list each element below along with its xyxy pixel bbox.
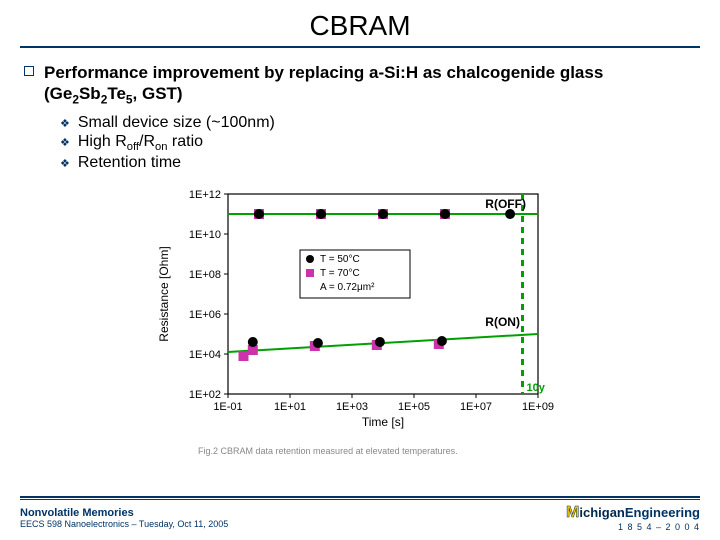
svg-text:1E+03: 1E+03 (336, 401, 368, 413)
svg-text:T = 50°C: T = 50°C (320, 254, 360, 265)
svg-text:1E+09: 1E+09 (522, 401, 554, 413)
svg-text:T = 70°C: T = 70°C (320, 268, 360, 279)
main-bullet: Performance improvement by replacing a-S… (24, 62, 696, 108)
diamond-bullet-icon: ❖ (60, 136, 70, 153)
slide-footer: Nonvolatile Memories EECS 598 Nanoelectr… (0, 496, 720, 540)
svg-text:Resistance [Ohm]: Resistance [Ohm] (157, 246, 171, 341)
retention-chart: 1E+02 1E+04 1E+06 1E+08 1E+10 1E+12 1E-01 1E+01… (150, 180, 570, 460)
svg-text:1E-01: 1E-01 (213, 401, 242, 413)
footer-title: Nonvolatile Memories (20, 507, 228, 519)
sub-bullet: ❖ Small device size (~100nm) (60, 114, 696, 132)
svg-text:1E+10: 1E+10 (189, 229, 221, 241)
chart-container: 1E+02 1E+04 1E+06 1E+08 1E+10 1E+12 1E-01 1E+01… (24, 180, 696, 460)
sub-bullet: ❖ Retention time (60, 154, 696, 172)
footer-rule (20, 496, 700, 498)
slide-body: Performance improvement by replacing a-S… (0, 48, 720, 460)
svg-text:1E+06: 1E+06 (189, 309, 221, 321)
chart-svg: 1E+02 1E+04 1E+06 1E+08 1E+10 1E+12 1E-01 1E+01… (150, 180, 570, 460)
svg-text:1E+12: 1E+12 (189, 189, 221, 201)
footer-left: Nonvolatile Memories EECS 598 Nanoelectr… (20, 507, 228, 529)
diamond-bullet-icon: ❖ (60, 157, 70, 172)
svg-text:A = 0.72μm²: A = 0.72μm² (320, 282, 375, 293)
svg-text:1E+05: 1E+05 (398, 401, 430, 413)
logo-text: MichiganEngineering (566, 504, 700, 522)
footer-subtitle: EECS 598 Nanoelectronics – Tuesday, Oct … (20, 519, 228, 529)
svg-text:Time [s]: Time [s] (362, 415, 404, 429)
sub-bullet: ❖ High Roff/Ron ratio (60, 133, 696, 153)
svg-text:1E+01: 1E+01 (274, 401, 306, 413)
sub-point-text: Small device size (~100nm) (78, 114, 275, 132)
footer-logo: MichiganEngineering 1 8 5 4 – 2 0 0 4 (566, 504, 700, 532)
logo-years: 1 8 5 4 – 2 0 0 4 (566, 522, 700, 532)
svg-text:1E+07: 1E+07 (460, 401, 492, 413)
svg-text:1E+04: 1E+04 (189, 349, 221, 361)
svg-text:R(ON): R(ON) (485, 315, 520, 329)
svg-text:Fig.2 CBRAM data retention me: Fig.2 CBRAM data retention measured at e… (198, 446, 458, 456)
svg-text:1E+02: 1E+02 (189, 389, 221, 401)
sub-point-text: Retention time (78, 154, 181, 172)
sub-point-text: High Roff/Ron ratio (78, 133, 203, 153)
svg-text:10y: 10y (527, 382, 546, 394)
square-bullet-icon (24, 66, 34, 76)
diamond-bullet-icon: ❖ (60, 117, 70, 132)
slide-title: CBRAM (0, 0, 720, 42)
svg-text:R(OFF): R(OFF) (485, 197, 526, 211)
main-point-text: Performance improvement by replacing a-S… (44, 62, 696, 108)
svg-text:1E+08: 1E+08 (189, 269, 221, 281)
